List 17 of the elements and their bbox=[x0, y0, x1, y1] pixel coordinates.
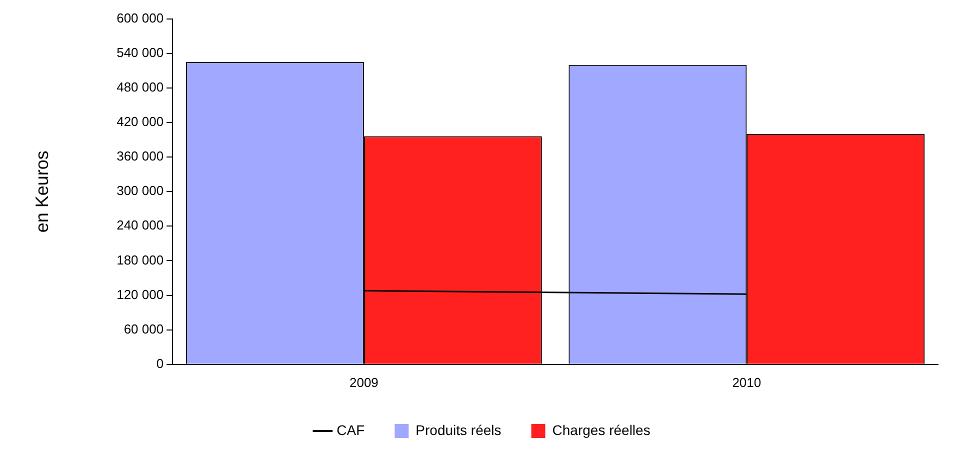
y-tick-label: 120 000 bbox=[116, 286, 164, 302]
y-tick-label: 600 000 bbox=[116, 10, 164, 26]
y-tick-label: 540 000 bbox=[116, 44, 164, 60]
legend-label: CAF bbox=[336, 422, 365, 438]
legend-label: Charges réelles bbox=[552, 422, 650, 438]
y-axis-title: en Keuros bbox=[32, 150, 52, 233]
x-tick-label: 2010 bbox=[732, 374, 762, 390]
y-tick-label: 60 000 bbox=[124, 321, 164, 336]
y-tick-label: 0 bbox=[156, 356, 164, 371]
y-tick-label: 420 000 bbox=[116, 114, 164, 130]
y-tick-label: 480 000 bbox=[116, 80, 164, 94]
y-tick-label: 240 000 bbox=[116, 218, 164, 233]
y-tick-label: 180 000 bbox=[116, 252, 164, 268]
y-tick-label: 300 000 bbox=[116, 183, 164, 198]
x-tick-label: 2009 bbox=[349, 374, 378, 390]
y-tick-label: 360 000 bbox=[116, 148, 164, 164]
legend-label: Produits réels bbox=[416, 422, 502, 438]
